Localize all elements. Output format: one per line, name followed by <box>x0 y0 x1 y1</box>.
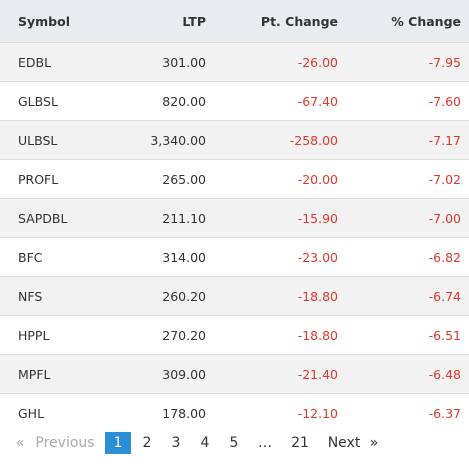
page-link: Previous <box>35 435 95 451</box>
table-cell: -6.37 <box>428 405 461 421</box>
table-cell: 211.10 <box>162 210 206 226</box>
table-cell: 314.00 <box>162 249 206 265</box>
header-cell: % Change <box>391 13 461 29</box>
page-link[interactable]: 1 <box>105 432 131 454</box>
table-cell: MPFL <box>18 366 51 382</box>
page-link[interactable]: 21 <box>291 435 309 451</box>
table-cell: -15.90 <box>297 210 338 226</box>
table-cell: 301.00 <box>162 54 206 70</box>
table-cell: 270.20 <box>162 327 206 343</box>
table-row: ULBSL 3,340.00 -258.00 -7.17 <box>0 120 469 159</box>
table-cell: PROFL <box>18 171 59 187</box>
table-cell: -7.00 <box>428 210 461 226</box>
header-cell: LTP <box>182 13 206 29</box>
table-cell: 309.00 <box>162 366 206 382</box>
table-cell: 265.00 <box>162 171 206 187</box>
table-cell: 260.20 <box>162 288 206 304</box>
table-row: MPFL 309.00 -21.40 -6.48 <box>0 354 469 393</box>
table-cell: -26.00 <box>297 54 338 70</box>
table-cell: -6.51 <box>428 327 461 343</box>
table-row: EDBL 301.00 -26.00 -7.95 <box>0 42 469 81</box>
table-cell: -21.40 <box>297 366 338 382</box>
table-cell: SAPDBL <box>18 210 68 226</box>
table-row: HPPL 270.20 -18.80 -6.51 <box>0 315 469 354</box>
table-cell: -18.80 <box>297 327 338 343</box>
table-cell: ULBSL <box>18 132 58 148</box>
page-link: … <box>258 435 272 451</box>
table-cell: -7.60 <box>428 93 461 109</box>
table-cell: -7.95 <box>428 54 461 70</box>
table-cell: HPPL <box>18 327 50 343</box>
table-cell: BFC <box>18 249 43 265</box>
table-cell: EDBL <box>18 54 52 70</box>
table-cell: GHL <box>18 405 45 421</box>
page-link[interactable]: Next <box>327 435 361 451</box>
table-cell: -7.17 <box>428 132 461 148</box>
table-row: SAPDBL 211.10 -15.90 -7.00 <box>0 198 469 237</box>
table-cell: -6.48 <box>428 366 461 382</box>
table-cell: -23.00 <box>297 249 338 265</box>
table-cell: -67.40 <box>297 93 338 109</box>
table-cell: NFS <box>18 288 43 304</box>
page-link[interactable]: 5 <box>229 435 239 451</box>
table-cell: 178.00 <box>162 405 206 421</box>
table-row: BFC 314.00 -23.00 -6.82 <box>0 237 469 276</box>
page-link[interactable]: » <box>369 435 379 451</box>
table-row: GHL 178.00 -12.10 -6.37 <box>0 393 469 432</box>
table-cell: GLBSL <box>18 93 58 109</box>
table-cell: -258.00 <box>289 132 338 148</box>
table-row: NFS 260.20 -18.80 -6.74 <box>0 276 469 315</box>
table-cell: -6.74 <box>428 288 461 304</box>
table-row: GLBSL 820.00 -67.40 -7.60 <box>0 81 469 120</box>
page-link[interactable]: 3 <box>171 435 181 451</box>
page-link[interactable]: 4 <box>200 435 210 451</box>
table-row: PROFL 265.00 -20.00 -7.02 <box>0 159 469 198</box>
table-cell: -7.02 <box>428 171 461 187</box>
page-link[interactable]: 2 <box>142 435 152 451</box>
page-link: « <box>15 435 25 451</box>
table-cell: 820.00 <box>162 93 206 109</box>
table-cell: -20.00 <box>297 171 338 187</box>
table-cell: -6.82 <box>428 249 461 265</box>
table-cell: -12.10 <box>297 405 338 421</box>
table-cell: 3,340.00 <box>150 132 206 148</box>
header-row: Symbol LTP Pt. Change % Change <box>0 0 469 42</box>
header-cell: Pt. Change <box>260 13 338 29</box>
table-cell: -18.80 <box>297 288 338 304</box>
header-cell: Symbol <box>18 13 70 29</box>
